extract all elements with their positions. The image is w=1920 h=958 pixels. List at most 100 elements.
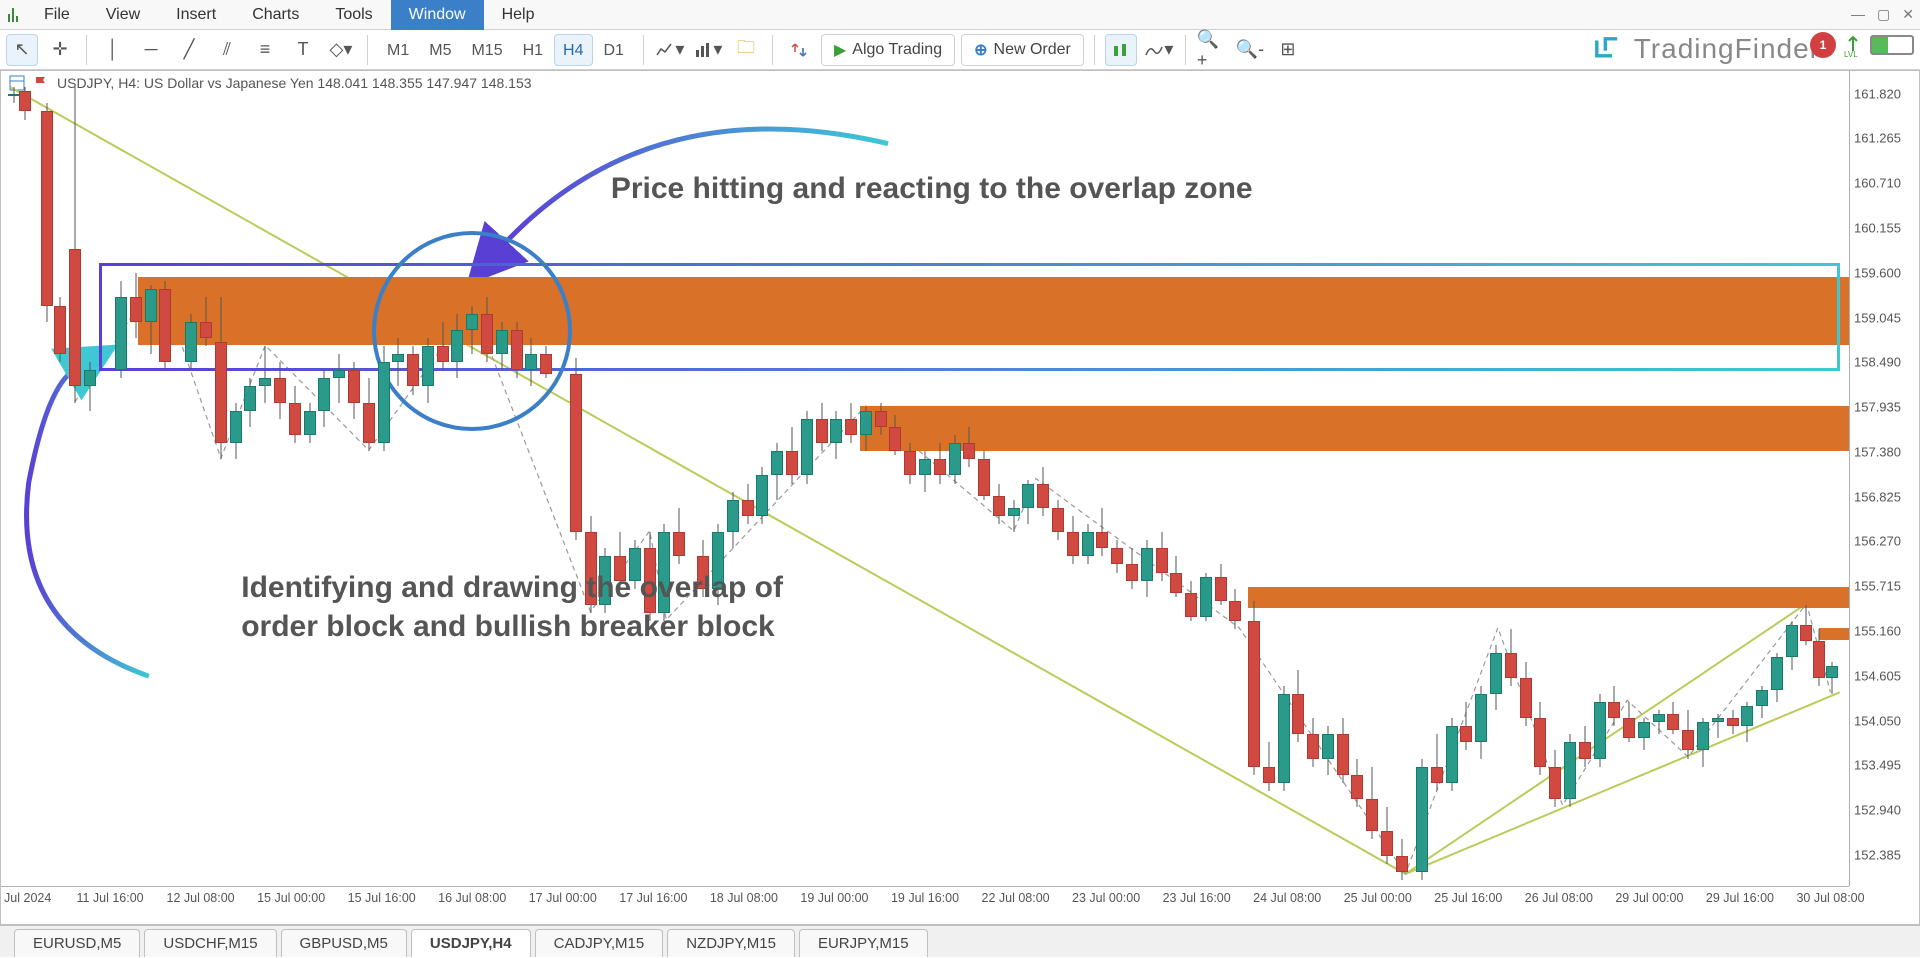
candle [200,297,212,346]
signal-icon: LVL [1844,33,1862,57]
menu-file[interactable]: File [26,0,88,30]
time-tick: 16 Jul 08:00 [438,891,506,905]
timeframe-H1[interactable]: H1 [514,34,552,66]
zoom-out-icon[interactable]: 🔍- [1234,34,1266,66]
candle [1263,742,1275,791]
grid-icon[interactable]: ⊞ [1272,34,1304,66]
folder-icon[interactable]: 🗀 [730,34,762,66]
candle [1771,653,1783,702]
indicators-icon[interactable]: ▾ [692,34,724,66]
candle [1396,839,1408,879]
notification-badge[interactable]: 1 [1810,32,1836,58]
candle [19,87,31,119]
candle [1682,710,1694,759]
crosshair-tool-icon[interactable]: ✛ [44,34,76,66]
candle [1520,662,1532,727]
horizontal-line-icon[interactable]: ─ [135,34,167,66]
shapes-icon[interactable]: ◇▾ [325,34,357,66]
algo-trading-button[interactable]: ▶Algo Trading [821,34,955,66]
candle [1215,564,1227,604]
candle [1446,718,1458,791]
candle [1727,710,1739,734]
timeframe-M5[interactable]: M5 [420,34,460,66]
timeframe-H4[interactable]: H4 [554,34,592,66]
trade-icon[interactable] [783,34,815,66]
price-tick: 159.045 [1854,310,1901,325]
candle [274,362,286,419]
text-icon[interactable]: T [287,34,319,66]
candle [1579,726,1591,766]
menu-charts[interactable]: Charts [234,0,317,30]
time-tick: 15 Jul 16:00 [348,891,416,905]
chart-canvas[interactable]: Price hitting and reacting to the overla… [1,71,1849,886]
price-tick: 155.160 [1854,624,1901,639]
line-chart-icon[interactable]: ▾ [1143,34,1175,66]
chart-type-icon[interactable]: ▾ [654,34,686,66]
cursor-tool-icon[interactable]: ↖ [6,34,38,66]
candle [69,87,81,402]
candle [511,322,523,379]
candle [289,386,301,443]
trendline-icon[interactable]: ╱ [173,34,205,66]
tab-EURUSD-M5[interactable]: EURUSD,M5 [14,929,140,957]
candle [786,427,798,484]
tab-USDCHF-M15[interactable]: USDCHF,M15 [144,929,276,957]
candle [963,427,975,467]
candle [1431,734,1443,791]
candle [466,306,478,355]
candle-chart-icon[interactable] [1105,34,1137,66]
vertical-line-icon[interactable]: │ [97,34,129,66]
candle [1813,629,1825,686]
menubar: FileViewInsertChartsToolsWindowHelp — ▢ … [0,0,1920,30]
price-tick: 156.825 [1854,489,1901,504]
candle [570,358,582,540]
candle [115,281,127,378]
candle [41,103,53,321]
candle [1594,694,1606,767]
menu-insert[interactable]: Insert [158,0,234,30]
candle [1490,645,1502,710]
price-tick: 159.600 [1854,265,1901,280]
candle [481,297,493,362]
tab-CADJPY-M15[interactable]: CADJPY,M15 [535,929,664,957]
timeframe-M15[interactable]: M15 [462,34,511,66]
menu-view[interactable]: View [88,0,158,30]
candle [422,338,434,403]
time-tick: 18 Jul 08:00 [710,891,778,905]
zoom-in-icon[interactable]: 🔍+ [1196,34,1228,66]
candle [496,322,508,371]
tab-GBPUSD-M5[interactable]: GBPUSD,M5 [281,929,407,957]
timeframe-M1[interactable]: M1 [378,34,418,66]
candle [1697,718,1709,767]
maximize-icon[interactable]: ▢ [1877,6,1890,23]
order-block [1248,587,1849,607]
new-order-button[interactable]: ⊕New Order [961,34,1084,66]
candle [1248,601,1260,775]
timeframe-D1[interactable]: D1 [595,34,633,66]
fibonacci-icon[interactable]: ≡ [249,34,281,66]
tab-NZDJPY-M15[interactable]: NZDJPY,M15 [667,929,795,957]
candle [1052,500,1064,540]
channel-icon[interactable]: ⫽ [211,34,243,66]
time-tick: 11 Jul 2024 [0,891,51,905]
candle [1111,540,1123,572]
time-tick: 29 Jul 16:00 [1706,891,1774,905]
candle [1067,516,1079,565]
tab-EURJPY-M15[interactable]: EURJPY,M15 [799,929,928,957]
menu-help[interactable]: Help [484,0,553,30]
window-controls: — ▢ ✕ [1851,6,1914,23]
menu-tools[interactable]: Tools [317,0,390,30]
tab-USDJPY-H4[interactable]: USDJPY,H4 [411,929,531,957]
price-tick: 156.270 [1854,534,1901,549]
close-icon[interactable]: ✕ [1902,6,1914,23]
time-tick: 19 Jul 16:00 [891,891,959,905]
candle [771,443,783,500]
candle [348,362,360,419]
status-indicators: 1 LVL [1810,32,1914,58]
time-tick: 25 Jul 00:00 [1344,891,1412,905]
menu-window[interactable]: Window [391,0,484,30]
candle [1366,767,1378,840]
annotation-upper: Price hitting and reacting to the overla… [611,169,1253,208]
candle [875,403,887,435]
minimize-icon[interactable]: — [1851,6,1865,23]
